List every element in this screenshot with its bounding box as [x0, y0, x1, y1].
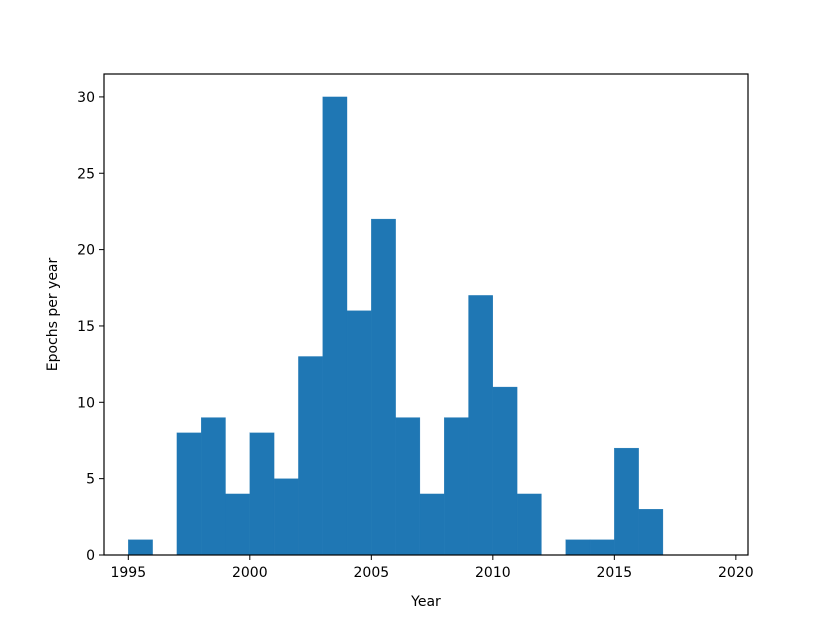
bar-2001 [273, 478, 299, 556]
bar-1999 [225, 493, 250, 556]
bar-2007 [419, 493, 445, 556]
y-axis-ticks: 0 5 10 15 20 25 30 [77, 90, 104, 564]
x-tick-label: 1995 [110, 565, 146, 581]
y-tick-label: 20 [77, 243, 95, 259]
bar-1997 [176, 432, 202, 556]
bars-group [128, 96, 664, 556]
bar-2014 [589, 539, 615, 556]
plot-frame [103, 73, 749, 556]
bar-2004 [346, 310, 372, 556]
bar-2008 [444, 417, 469, 556]
bar-2009 [468, 295, 493, 556]
y-axis-label: Epochs per year [45, 257, 61, 371]
x-tick-label: 2005 [354, 565, 390, 581]
bar-1995 [128, 539, 153, 556]
x-axis-ticks: 1995 2000 2005 2010 2015 2020 [110, 555, 754, 581]
y-tick-label: 10 [77, 395, 95, 411]
bar-2016 [638, 509, 664, 556]
x-tick-label: 2010 [475, 565, 511, 581]
y-tick-label: 15 [77, 319, 95, 335]
x-tick-label: 2015 [597, 565, 633, 581]
x-axis-label: Year [410, 594, 441, 610]
bar-2005 [371, 218, 396, 556]
x-tick-label: 2020 [718, 565, 754, 581]
bar-2011 [516, 493, 542, 556]
bar-2002 [298, 356, 323, 556]
bar-2000 [249, 432, 275, 556]
y-tick-label: 5 [86, 472, 95, 488]
bar-2006 [395, 417, 421, 556]
bar-1998 [201, 417, 226, 556]
bar-2015 [614, 447, 639, 556]
bar-2010 [492, 386, 518, 556]
y-tick-label: 25 [77, 166, 95, 182]
bar-2013 [565, 539, 591, 556]
y-tick-label: 30 [77, 90, 95, 106]
y-tick-label: 0 [86, 548, 95, 564]
x-tick-label: 2000 [232, 565, 268, 581]
bar-2003 [322, 96, 348, 556]
